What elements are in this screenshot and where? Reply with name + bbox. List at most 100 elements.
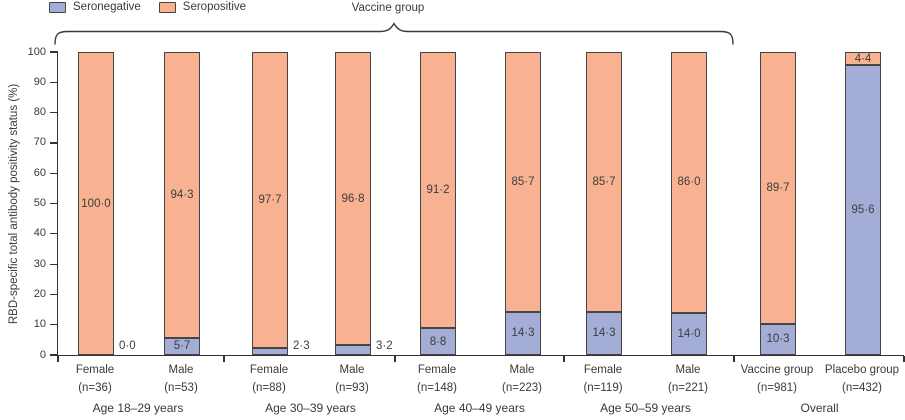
seropositive-value-label: 86·0 xyxy=(677,176,701,189)
bar-segment-seropositive xyxy=(760,52,796,324)
bar-segment-seronegative xyxy=(760,323,796,355)
stacked-bar: 85·7 14·3 xyxy=(505,52,541,355)
bar-segment-seropositive xyxy=(78,52,114,355)
bar-category-name: Female xyxy=(583,364,623,376)
seropositive-value-label: 100·0 xyxy=(81,197,111,210)
legend-item-seronegative: Seronegative xyxy=(49,1,141,13)
seronegative-value-label: 8·8 xyxy=(429,335,447,348)
bar-segment-seropositive xyxy=(671,52,707,313)
seropositive-value-label: 94·3 xyxy=(170,188,194,201)
y-axis-tick-label: 20 xyxy=(33,287,46,300)
bar-category-name: Female xyxy=(417,364,457,376)
bar-category-label: Male (n=53) xyxy=(164,361,198,397)
bar-segment-seropositive xyxy=(420,52,456,329)
stacked-bar: 86·0 14·0 xyxy=(671,52,707,355)
y-axis-tick-label: 70 xyxy=(33,136,46,149)
bar-n-label: (n=223) xyxy=(502,382,542,394)
y-axis-tick-label: 90 xyxy=(33,75,46,88)
bar-category-label: Female (n=148) xyxy=(417,361,457,397)
bar-segment-seronegative xyxy=(505,311,541,355)
x-axis-group-tick xyxy=(903,356,905,362)
bar-category-label: Vaccine group (n=981) xyxy=(741,361,814,397)
y-axis-tick xyxy=(50,202,58,205)
y-axis-tick-label: 10 xyxy=(33,318,46,331)
bar-n-label: (n=53) xyxy=(164,382,198,394)
seronegative-swatch-icon xyxy=(49,1,66,13)
stacked-bar: 91·2 8·8 xyxy=(420,52,456,355)
seronegative-value-label: 14·3 xyxy=(592,327,616,340)
seropositive-value-label: 85·7 xyxy=(511,175,535,188)
bar-n-label: (n=148) xyxy=(417,382,457,394)
bar-segment-seronegative xyxy=(164,337,200,355)
bar-n-label: (n=981) xyxy=(757,382,797,394)
legend-item-seropositive: Seropositive xyxy=(158,1,246,13)
y-axis-tick xyxy=(50,263,58,265)
y-axis-tick xyxy=(50,354,58,356)
bar-category-name: Male xyxy=(168,364,194,376)
seropositive-value-label: 97·7 xyxy=(258,194,282,207)
seropositive-value-label: 96·8 xyxy=(341,192,365,205)
y-axis-tick xyxy=(50,293,58,295)
plot-area: 0 10 20 30 40 50 60 70 80 90 100 0·0 100·0 94·3 5·7 2·3… xyxy=(28,46,905,362)
bar-n-label: (n=88) xyxy=(252,382,286,394)
bar-category-label: Female (n=119) xyxy=(583,361,622,397)
legend: Seronegative Seropositive xyxy=(49,1,246,13)
bar-category-name: Male xyxy=(675,364,701,376)
x-axis-group-tick xyxy=(733,356,735,362)
x-axis-group-tick xyxy=(57,356,59,362)
group-label: Age 18–29 years xyxy=(92,401,184,415)
x-axis-group-tick xyxy=(394,356,396,362)
y-axis-tick xyxy=(50,324,58,326)
x-axis-category-labels: Female (n=36) Male (n=53) Female (n=88) Male (n… xyxy=(57,361,903,401)
stacked-bar: 100·0 xyxy=(78,52,114,355)
x-axis-group-tick xyxy=(223,356,225,362)
stacked-bar: 96·8 xyxy=(335,52,371,355)
bar-category-label: Male (n=223) xyxy=(502,361,542,397)
bar-segment-seropositive xyxy=(164,52,200,338)
legend-label-seronegative: Seronegative xyxy=(73,1,141,13)
bar-segment-seropositive xyxy=(505,52,541,312)
group-label: Age 40–49 years xyxy=(434,401,525,415)
y-axis-tick-label: 30 xyxy=(33,257,46,270)
seronegative-value-label: 3·2 xyxy=(376,340,393,352)
seropositive-swatch-icon xyxy=(158,1,176,13)
stacked-bar: 94·3 5·7 xyxy=(164,52,200,355)
bar-category-name: Female xyxy=(75,364,115,376)
vaccine-group-brace-label: Vaccine group xyxy=(351,2,425,14)
y-axis-tick xyxy=(50,81,58,83)
y-axis-tick-label: 60 xyxy=(33,166,46,179)
vaccine-group-brace-icon xyxy=(54,22,734,45)
bar-segment-seronegative xyxy=(671,312,707,355)
bar-n-label: (n=93) xyxy=(335,382,369,394)
bar-n-label: (n=119) xyxy=(583,382,623,394)
group-label: Age 30–39 years xyxy=(265,401,356,415)
seronegative-value-label: 14·0 xyxy=(677,327,701,340)
seropositive-value-label: 4·4 xyxy=(854,52,872,65)
seronegative-value-label: 14·3 xyxy=(511,327,535,340)
seronegative-value-label: 10·3 xyxy=(766,333,790,346)
bar-segment-seropositive xyxy=(586,52,622,312)
stacked-bar: 89·7 10·3 xyxy=(760,52,796,355)
bar-category-name: Vaccine group xyxy=(740,364,814,376)
y-axis-tick-label: 50 xyxy=(33,197,46,209)
y-axis-tick-label: 40 xyxy=(33,227,46,240)
y-axis-tick xyxy=(50,172,58,174)
group-label: Overall xyxy=(800,401,839,415)
seronegative-value-label: 2·3 xyxy=(293,340,310,352)
x-axis-group-tick xyxy=(563,356,565,362)
seronegative-value-label: 95·6 xyxy=(851,204,875,217)
bar-segment-seronegative xyxy=(335,345,371,355)
bar-segment-seropositive xyxy=(335,52,371,346)
bar-segment-seropositive xyxy=(252,52,288,349)
group-label: Age 50–59 years xyxy=(600,401,691,415)
y-axis-tick xyxy=(50,51,58,53)
y-axis-tick-label: 80 xyxy=(33,106,46,119)
bar-segment-seropositive xyxy=(845,52,881,66)
stacked-bar: 97·7 xyxy=(252,52,288,355)
bar-n-label: (n=432) xyxy=(842,382,882,394)
bar-segment-seronegative xyxy=(586,311,622,355)
y-axis-tick xyxy=(50,142,58,144)
bar-n-label: (n=221) xyxy=(668,382,708,394)
seronegative-value-label: 0·0 xyxy=(119,340,136,352)
